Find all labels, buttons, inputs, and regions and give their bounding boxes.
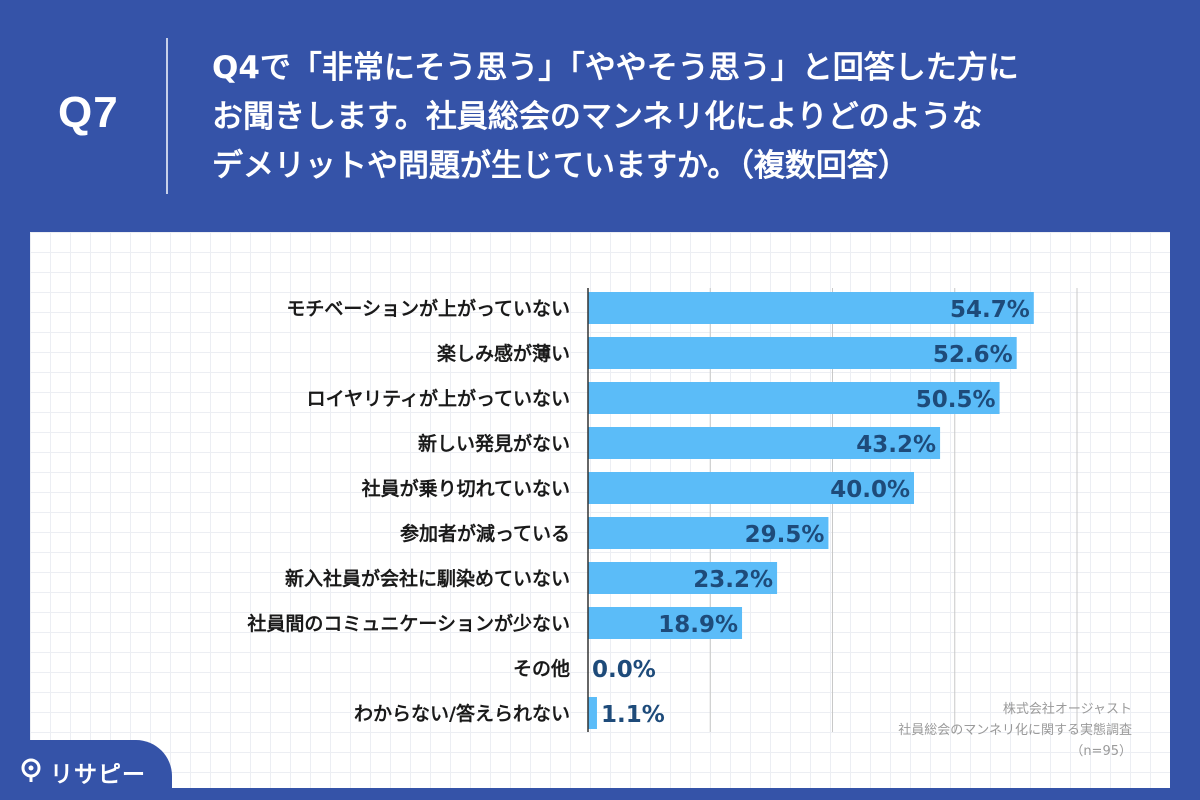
question-line: Q4で「非常にそう思う」「ややそう思う」と回答した方に xyxy=(212,50,1019,86)
value-label: 23.2% xyxy=(693,567,773,593)
question-number: Q7 xyxy=(58,88,119,137)
question-line: お聞きします。社員総会のマンネリ化によりどのような xyxy=(212,99,983,135)
bar xyxy=(588,427,941,459)
brand-logo: リサピー xyxy=(0,740,172,800)
category-label: わからない/答えられない xyxy=(354,702,570,725)
bar xyxy=(588,562,778,594)
source-sample-size: （n=95） xyxy=(1070,744,1132,759)
value-label: 50.5% xyxy=(916,387,996,413)
question-text: Q4で「非常にそう思う」「ややそう思う」と回答した方に お聞きします。社員総会の… xyxy=(212,44,1172,191)
value-label: 43.2% xyxy=(856,432,936,458)
bar xyxy=(588,697,597,729)
bar xyxy=(588,337,1017,369)
category-label: 社員間のコミュニケーションが少ない xyxy=(246,612,570,635)
value-label: 0.0% xyxy=(592,657,656,683)
category-label: モチベーションが上がっていない xyxy=(286,297,570,320)
source-company: 株式会社オージャスト xyxy=(1002,702,1132,717)
bar xyxy=(588,607,743,639)
header-divider xyxy=(166,38,168,194)
value-label: 52.6% xyxy=(933,342,1013,368)
question-line: デメリットや問題が生じていますか。（複数回答） xyxy=(212,148,909,184)
category-label: 新入社員が会社に馴染めていない xyxy=(285,567,570,590)
source-survey: 社員総会のマンネリ化に関する実態調査 xyxy=(898,723,1132,738)
logo-text: リサピー xyxy=(50,762,146,788)
category-label: 社員が乗り切れていない xyxy=(361,477,570,500)
category-label: ロイヤリティが上がっていない xyxy=(307,387,570,410)
category-label: 参加者が減っている xyxy=(400,522,570,545)
value-label: 18.9% xyxy=(658,612,738,638)
bar xyxy=(588,517,829,549)
bar xyxy=(588,292,1034,324)
header: Q7 Q4で「非常にそう思う」「ややそう思う」と回答した方に お聞きします。社員… xyxy=(0,0,1200,232)
value-label: 1.1% xyxy=(601,702,665,728)
bar xyxy=(588,472,914,504)
value-label: 54.7% xyxy=(950,297,1030,323)
value-label: 29.5% xyxy=(745,522,825,548)
bar-chart: モチベーションが上がっていない 54.7% 楽しみ感が薄い 52.6% ロイヤリティが上… xyxy=(246,288,1078,732)
location-pin-icon xyxy=(21,758,41,782)
chart-panel: モチベーションが上がっていない 54.7% 楽しみ感が薄い 52.6% ロイヤリティが上… xyxy=(30,232,1170,788)
category-label: 楽しみ感が薄い xyxy=(437,342,570,365)
value-label: 40.0% xyxy=(830,477,910,503)
bar xyxy=(588,382,1000,414)
source-note: 株式会社オージャスト 社員総会のマンネリ化に関する実態調査 （n=95） xyxy=(898,699,1132,762)
category-label: 新しい発見がない xyxy=(418,432,570,455)
category-label: その他 xyxy=(513,657,570,680)
